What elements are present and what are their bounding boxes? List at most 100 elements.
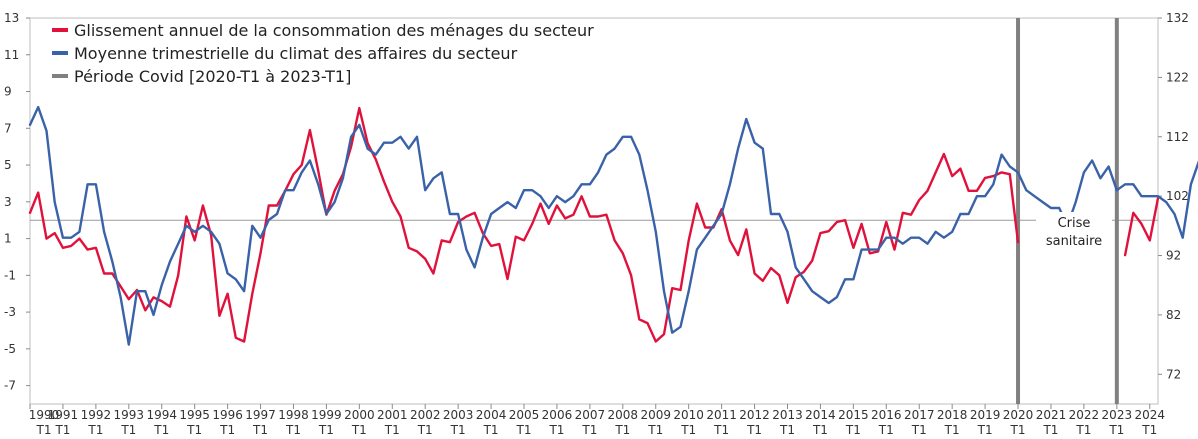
x-tick-quarter-label: T1	[911, 423, 927, 437]
x-tick-year-label: 2005	[509, 408, 540, 422]
legend-swatch-covid	[52, 74, 68, 78]
x-tick-quarter-label: T1	[581, 423, 597, 437]
x-tick-year-label: 2018	[937, 408, 968, 422]
legend-swatch-climate	[52, 51, 68, 55]
y-left-tick-label: 1	[4, 232, 12, 246]
x-tick-year-label: 2002	[410, 408, 441, 422]
x-tick-quarter-label: T1	[186, 423, 202, 437]
y-left-tick-label: 9	[4, 85, 12, 99]
x-tick-quarter-label: T1	[1141, 423, 1157, 437]
y-right-tick-label: 112	[1166, 130, 1189, 144]
x-tick-quarter-label: T1	[680, 423, 696, 437]
x-tick-quarter-label: T1	[351, 423, 367, 437]
series-line-consumption	[1123, 196, 1160, 257]
x-tick-quarter-label: T1	[318, 423, 334, 437]
series-line-consumption	[28, 106, 1020, 343]
y-left-tick-label: -1	[4, 268, 16, 282]
x-tick-quarter-label: T1	[1108, 423, 1124, 437]
x-tick-year-label: 2004	[476, 408, 507, 422]
y-right-tick-label: 122	[1166, 70, 1189, 84]
x-tick-year-label: 2011	[706, 408, 737, 422]
y-right-tick-label: 82	[1166, 308, 1181, 322]
y-left-tick-label: 5	[4, 158, 12, 172]
legend-swatch-consumption	[52, 28, 68, 32]
annotation-line-2: sanitaire	[1046, 234, 1102, 249]
x-tick-year-label: 1994	[146, 408, 177, 422]
x-tick-year-label: 2021	[1036, 408, 1067, 422]
x-tick-year-label: 1997	[245, 408, 276, 422]
x-tick-quarter-label: T1	[1075, 423, 1091, 437]
x-tick-year-label: 1992	[81, 408, 112, 422]
y-right-tick-label: 132	[1166, 11, 1189, 25]
x-tick-year-label: 2006	[542, 408, 573, 422]
x-tick-quarter-label: T1	[483, 423, 499, 437]
y-left-tick-label: 7	[4, 121, 12, 135]
y-left-tick-label: -7	[4, 379, 16, 393]
x-tick-quarter-label: T1	[516, 423, 532, 437]
y-left-tick-label: -5	[4, 342, 16, 356]
x-tick-year-label: 1990	[29, 408, 60, 422]
x-tick-year-label: 2014	[805, 408, 836, 422]
x-tick-quarter-label: T1	[746, 423, 762, 437]
x-tick-year-label: 2016	[871, 408, 902, 422]
x-tick-quarter-label: T1	[417, 423, 433, 437]
x-tick-year-label: 2017	[904, 408, 935, 422]
x-tick-quarter-label: T1	[1042, 423, 1058, 437]
x-tick-quarter-label: T1	[153, 423, 169, 437]
x-tick-year-label: 1999	[311, 408, 342, 422]
y-right-tick-label: 102	[1166, 189, 1189, 203]
x-tick-quarter-label: T1	[252, 423, 268, 437]
x-tick-quarter-label: T1	[120, 423, 136, 437]
x-tick-year-label: 2023	[1102, 408, 1133, 422]
x-tick-quarter-label: T1	[36, 423, 52, 437]
x-tick-year-label: 2022	[1069, 408, 1100, 422]
legend-label-consumption: Glissement annuel de la consommation des…	[74, 21, 594, 40]
x-tick-quarter-label: T1	[647, 423, 663, 437]
legend-label-covid: Période Covid [2020-T1 à 2023-T1]	[74, 67, 351, 86]
x-tick-quarter-label: T1	[548, 423, 564, 437]
x-tick-quarter-label: T1	[779, 423, 795, 437]
x-tick-quarter-label: T1	[1010, 423, 1026, 437]
x-tick-quarter-label: T1	[614, 423, 630, 437]
x-tick-quarter-label: T1	[285, 423, 301, 437]
x-tick-year-label: 2015	[838, 408, 869, 422]
y-left-tick-label: 3	[4, 195, 12, 209]
series-lines	[28, 105, 1198, 346]
x-tick-year-label: 2019	[970, 408, 1001, 422]
x-tick-quarter-label: T1	[384, 423, 400, 437]
x-tick-quarter-label: T1	[219, 423, 235, 437]
x-tick-year-label: 2008	[608, 408, 639, 422]
x-tick-year-label: 1995	[179, 408, 210, 422]
x-tick-year-label: 2024	[1134, 408, 1165, 422]
x-tick-year-label: 1991	[48, 408, 79, 422]
x-tick-year-label: 2001	[377, 408, 408, 422]
x-tick-quarter-label: T1	[812, 423, 828, 437]
x-tick-quarter-label: T1	[977, 423, 993, 437]
x-tick-year-label: 2013	[772, 408, 803, 422]
covid-period-markers	[1016, 18, 1119, 404]
x-tick-year-label: 2010	[673, 408, 704, 422]
x-tick-quarter-label: T1	[450, 423, 466, 437]
x-tick-quarter-label: T1	[944, 423, 960, 437]
x-tick-year-label: 2000	[344, 408, 375, 422]
annotation-background	[1036, 212, 1112, 254]
x-tick-year-label: 2012	[739, 408, 770, 422]
y-left-tick-label: 13	[4, 11, 19, 25]
x-tick-year-label: 1996	[212, 408, 243, 422]
x-tick-year-label: 1993	[114, 408, 145, 422]
series-line-climate	[28, 105, 1198, 346]
x-tick-quarter-label: T1	[713, 423, 729, 437]
legend: Glissement annuel de la consommation des…	[52, 21, 594, 86]
y-left-tick-label: -3	[4, 305, 16, 319]
x-tick-quarter-label: T1	[87, 423, 103, 437]
x-tick-year-label: 2009	[640, 408, 671, 422]
annotation-line-1: Crise	[1058, 216, 1091, 231]
x-tick-quarter-label: T1	[878, 423, 894, 437]
y-axis-right: 72 82 92 102 112 122 132	[1158, 11, 1189, 381]
legend-label-climate: Moyenne trimestrielle du climat des affa…	[74, 44, 518, 63]
y-left-tick-label: 11	[4, 48, 19, 62]
x-tick-year-label: 1998	[278, 408, 309, 422]
x-tick-year-label: 2003	[443, 408, 474, 422]
